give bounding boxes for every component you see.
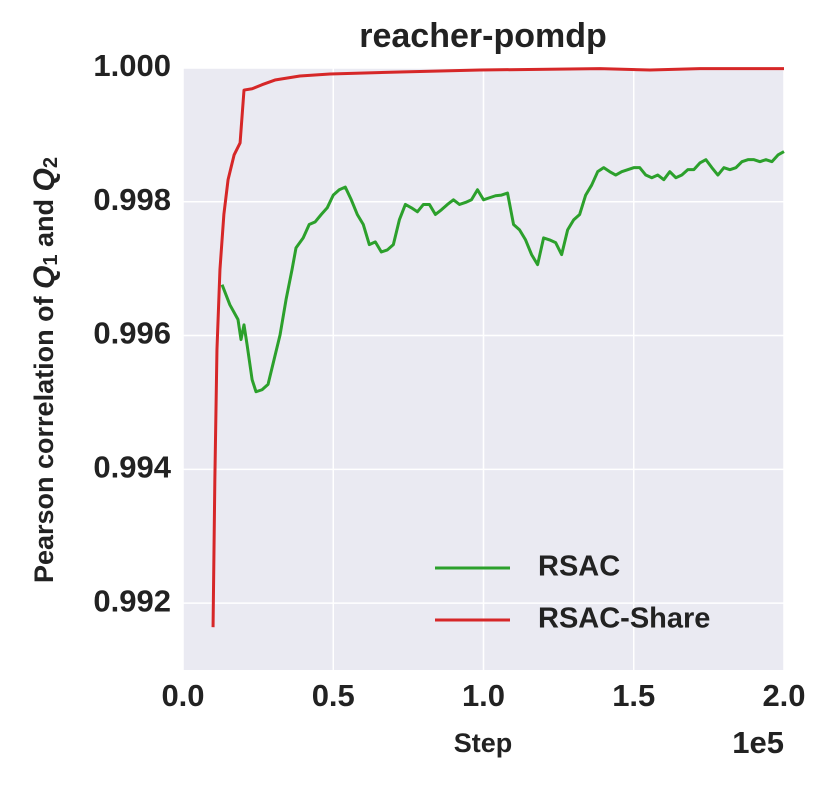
x-tick-label: 0.5 [312,678,355,713]
y-label-symbol: Q [28,168,61,191]
y-tick-label: 0.998 [93,182,171,217]
x-offset-label: 1e5 [732,725,784,760]
y-axis-label: Pearson correlation of Q1 and Q2 [28,157,62,583]
y-tick-label: 0.996 [93,316,171,351]
legend: RSAC RSAC-Share [435,551,710,635]
series-line [220,150,785,394]
x-tick-label: 2.0 [762,678,805,713]
lines [211,67,785,628]
x-tick-label: 1.0 [462,678,505,713]
y-label-part: and [29,191,59,254]
y-label-subscript: 1 [40,254,62,265]
legend-label: RSAC [538,551,620,583]
legend-label: RSAC-Share [538,603,710,635]
chart-title: reacher-pomdp [359,17,607,55]
x-axis-label: Step [454,728,513,758]
y-label-part: Pearson correlation of [29,289,59,583]
series-line [211,67,784,628]
y-label-symbol: Q [28,266,61,289]
y-tick-label: 1.000 [93,48,171,83]
y-label-subscript: 2 [40,157,62,168]
y-tick-label: 0.994 [93,450,171,485]
x-tick-label: 1.5 [612,678,655,713]
x-tick-label: 0.0 [161,678,204,713]
y-tick-label: 0.992 [93,583,171,618]
